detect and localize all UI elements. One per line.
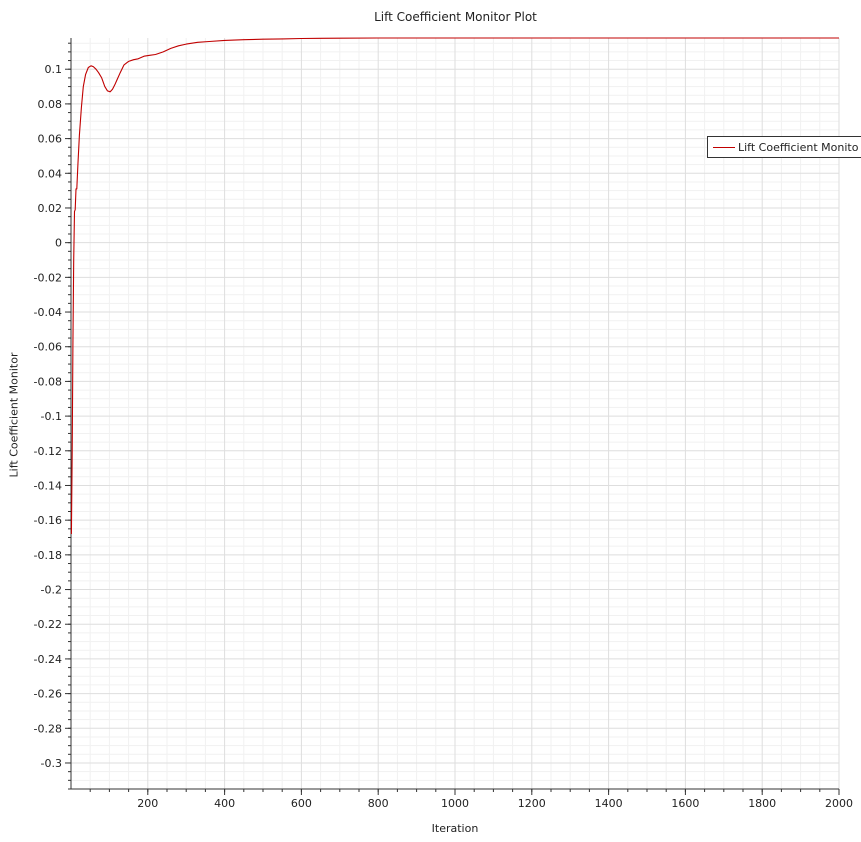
chart-title: Lift Coefficient Monitor Plot xyxy=(374,10,537,24)
y-tick-label: -0.06 xyxy=(34,341,62,354)
x-tick-label: 1400 xyxy=(595,797,623,810)
y-tick-label: -0.02 xyxy=(34,271,62,284)
x-tick-label: 200 xyxy=(137,797,158,810)
y-tick-label: 0.02 xyxy=(38,202,63,215)
y-tick-label: -0.12 xyxy=(34,445,62,458)
y-tick-label: -0.3 xyxy=(41,757,62,770)
y-tick-label: -0.26 xyxy=(34,688,62,701)
series-layer xyxy=(70,37,839,535)
x-axis-label: Iteration xyxy=(431,822,479,835)
x-tick-label: 1800 xyxy=(748,797,776,810)
y-tick-label: -0.24 xyxy=(34,653,62,666)
y-tick-label: -0.1 xyxy=(41,410,62,423)
y-tick-label: 0.04 xyxy=(38,167,63,180)
y-tick-label: -0.22 xyxy=(34,618,62,631)
x-tick-label: 1600 xyxy=(671,797,699,810)
legend-swatch xyxy=(713,147,735,148)
x-tick-label: 800 xyxy=(368,797,389,810)
major-grid xyxy=(71,38,840,789)
y-tick-label: 0 xyxy=(55,237,62,250)
y-tick-label: -0.28 xyxy=(34,722,62,735)
legend-label: Lift Coefficient Monito xyxy=(738,141,859,154)
y-axis-label: Lift Coefficient Monitor xyxy=(7,352,21,478)
y-tick-label: -0.18 xyxy=(34,549,62,562)
legend: Lift Coefficient Monito xyxy=(707,136,861,158)
y-tick-label: -0.16 xyxy=(34,514,62,527)
y-tick-label: -0.08 xyxy=(34,375,62,388)
tick-labels: 200 400 600 800 1000 1200 1400 1600 1800 2000 0.1 0… xyxy=(34,63,853,810)
y-tick-label: -0.14 xyxy=(34,479,62,492)
x-tick-label: 1000 xyxy=(441,797,469,810)
y-tick-label: 0.06 xyxy=(38,133,63,146)
series-line xyxy=(70,37,839,535)
x-tick-label: 1200 xyxy=(518,797,546,810)
y-tick-label: 0.1 xyxy=(45,63,63,76)
y-tick-label: -0.2 xyxy=(41,584,62,597)
x-tick-label: 2000 xyxy=(825,797,853,810)
x-tick-label: 400 xyxy=(214,797,235,810)
y-tick-label: -0.04 xyxy=(34,306,62,319)
x-tick-label: 600 xyxy=(291,797,312,810)
tick-marks xyxy=(65,42,840,795)
y-tick-label: 0.08 xyxy=(38,98,63,111)
